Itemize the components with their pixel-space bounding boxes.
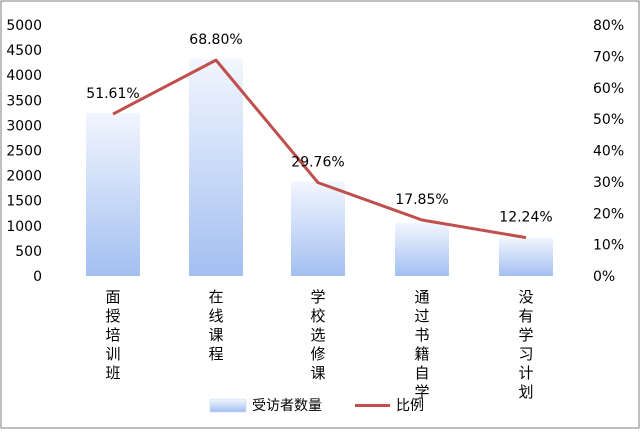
left-tick-label: 1500 — [6, 194, 42, 210]
bar-series — [86, 58, 553, 276]
data-label: 68.80% — [189, 32, 242, 48]
legend-bar-label: 受访者数量 — [252, 398, 322, 414]
bar — [86, 112, 140, 276]
left-tick-label: 500 — [15, 244, 42, 260]
category-label: 学校选修课 — [310, 288, 325, 382]
right-tick-label: 30% — [593, 175, 624, 191]
left-tick-label: 0 — [33, 269, 42, 285]
right-axis-ticks: 0% 10% 20% 30% 40% 50% 60% 70% 80% — [593, 18, 624, 285]
category-label: 没有学习计划 — [518, 288, 533, 401]
left-tick-label: 4500 — [6, 43, 42, 59]
category-label: 面授培训班 — [105, 288, 120, 382]
right-tick-label: 50% — [593, 112, 624, 128]
left-axis-ticks: 0 500 1000 1500 2000 2500 3000 3500 4000 4500 5000 — [6, 18, 42, 285]
right-tick-label: 40% — [593, 144, 624, 160]
right-tick-label: 60% — [593, 81, 624, 97]
data-label: 51.61% — [86, 86, 139, 102]
left-tick-label: 4000 — [6, 68, 42, 84]
legend: 受访者数量 比例 — [209, 398, 424, 414]
right-tick-label: 80% — [593, 18, 624, 34]
data-label: 17.85% — [395, 192, 448, 208]
bar — [291, 181, 345, 276]
data-labels: 51.61% 68.80% 29.76% 17.85% 12.24% — [86, 32, 552, 225]
bar — [189, 58, 243, 276]
bar — [499, 237, 553, 276]
left-tick-label: 2000 — [6, 169, 42, 185]
left-tick-label: 5000 — [6, 18, 42, 34]
ratio-line — [112, 58, 527, 240]
category-label: 在线课程 — [208, 288, 223, 363]
bar — [395, 222, 449, 276]
data-label: 12.24% — [499, 210, 552, 226]
right-tick-label: 20% — [593, 206, 624, 222]
line-series — [112, 58, 527, 240]
category-label: 通过书籍自学 — [414, 288, 429, 401]
right-tick-label: 10% — [593, 238, 624, 254]
left-tick-label: 3500 — [6, 93, 42, 109]
right-tick-label: 0% — [593, 269, 615, 285]
right-tick-label: 70% — [593, 49, 624, 65]
category-axis-labels: 面授培训班 在线课程 学校选修课 通过书籍自学 没有学习计划 — [105, 288, 533, 401]
left-tick-label: 2500 — [6, 144, 42, 160]
left-tick-label: 3000 — [6, 118, 42, 134]
legend-bar-swatch — [209, 398, 247, 413]
legend-line-label: 比例 — [396, 398, 424, 414]
data-label: 29.76% — [291, 155, 344, 171]
left-tick-label: 1000 — [6, 219, 42, 235]
